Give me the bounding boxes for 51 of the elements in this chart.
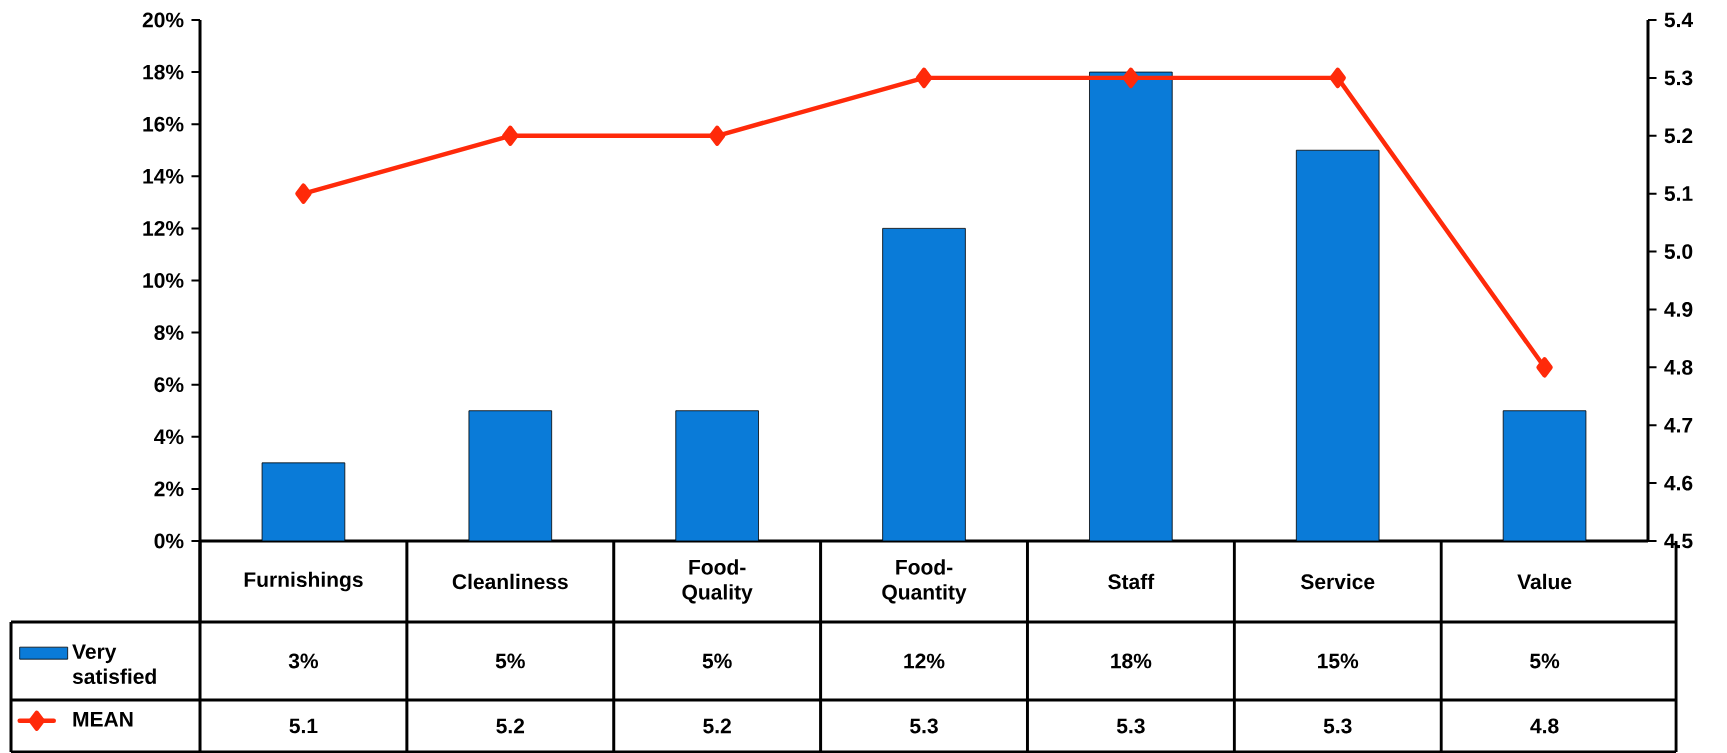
y2-tick-label: 5.0	[1664, 244, 1693, 259]
data-label: 5.2	[703, 718, 731, 734]
data-label: 5%	[702, 653, 732, 669]
legend-label: Very satisfied	[72, 644, 156, 685]
y-tick-label: 16%	[143, 116, 184, 132]
y2-tick-label: 4.8	[1664, 359, 1693, 375]
x-tick-label: Cleanliness	[452, 573, 568, 590]
data-label: 3%	[288, 653, 319, 669]
point	[915, 67, 933, 89]
point	[708, 125, 726, 146]
y2-tick-label: 4.7	[1664, 418, 1693, 433]
y-tick-label: 6%	[154, 377, 184, 393]
data-label: 5.2	[496, 718, 525, 734]
point	[502, 125, 519, 146]
y-tick-label: 4%	[154, 429, 184, 445]
point	[1329, 67, 1346, 89]
y2-tick-label: 4.5	[1664, 533, 1693, 549]
data-label: 5.3	[1116, 718, 1145, 734]
legend-label: MEAN	[73, 711, 133, 727]
data-label: 15%	[1318, 653, 1359, 669]
y2-tick-label: 5.3	[1664, 70, 1693, 86]
x-tick-label: Food-Quality	[682, 559, 753, 604]
y2-tick-label: 4.9	[1664, 302, 1693, 317]
y2-tick-label: 4.6	[1664, 475, 1693, 491]
x-tick-label: Staff	[1108, 573, 1155, 590]
y-tick-label: 10%	[143, 273, 184, 288]
data-label: 18%	[1111, 653, 1152, 669]
data-label: 5.3	[910, 718, 938, 734]
point	[1536, 357, 1553, 378]
data-label: 5.1	[289, 718, 318, 734]
point	[295, 183, 312, 204]
y-tick-label: 14%	[143, 168, 184, 184]
data-label: 5%	[1530, 653, 1560, 669]
y-tick-label: 18%	[143, 64, 184, 80]
point	[1122, 67, 1140, 89]
data-label: 12%	[904, 653, 945, 669]
y-tick-label: 0%	[154, 533, 184, 549]
x-tick-label: Furnishings	[244, 571, 363, 592]
data-label: 5.3	[1323, 718, 1352, 734]
x-tick-label: Service	[1300, 573, 1375, 590]
x-tick-label: Food-Quantity	[882, 559, 967, 604]
y2-tick-label: 5.1	[1664, 186, 1693, 201]
y-tick-label: 8%	[154, 325, 184, 341]
data-label: 5%	[495, 653, 525, 669]
data-label: 4.8	[1530, 718, 1559, 734]
y-tick-label: 2%	[154, 481, 184, 497]
y-tick-label: 20%	[142, 12, 184, 28]
y-tick-label: 12%	[143, 220, 184, 236]
y2-tick-label: 5.2	[1664, 128, 1693, 144]
x-tick-label: Value	[1517, 573, 1572, 590]
y2-tick-label: 5.4	[1664, 12, 1693, 28]
